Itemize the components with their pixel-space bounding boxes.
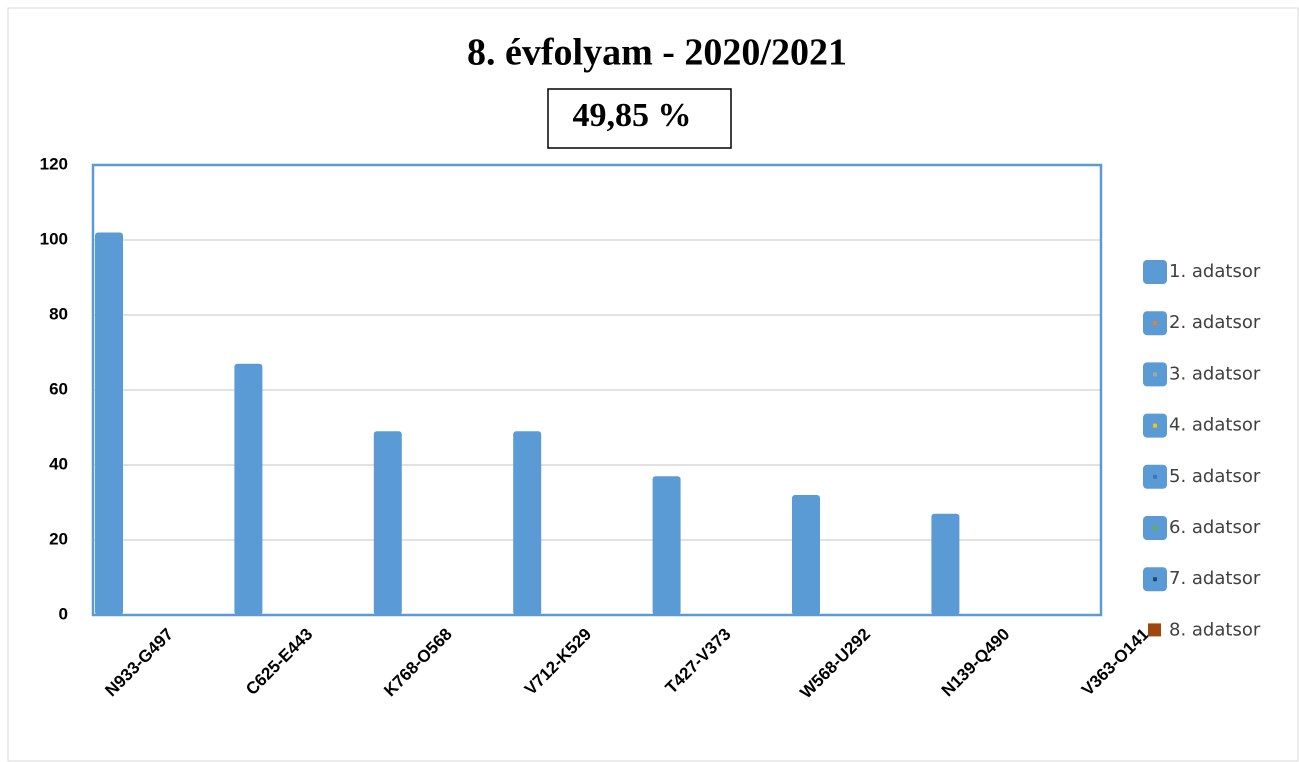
y-tick-label: 20 [49, 529, 68, 548]
legend-label: 1. adatsor [1169, 261, 1261, 282]
bar [234, 363, 263, 615]
y-tick-label: 60 [49, 379, 68, 398]
legend-marker [1153, 577, 1157, 582]
plot-border [91, 163, 1103, 617]
legend-marker [1153, 526, 1157, 530]
annotation-box [547, 88, 732, 149]
y-tick-label: 0 [59, 604, 68, 623]
y-tick-label: 40 [49, 454, 68, 473]
legend-marker [1153, 474, 1157, 479]
legend-label: 7. adatsor [1169, 568, 1261, 589]
legend-marker [1153, 423, 1157, 428]
legend-label: 6. adatsor [1169, 517, 1261, 538]
y-tick-label: 100 [40, 229, 68, 248]
bar [652, 476, 681, 615]
legend-marker [1153, 372, 1157, 377]
bar [792, 495, 820, 615]
legend-label: 8. adatsor [1169, 619, 1261, 640]
legend-label: 2. adatsor [1169, 312, 1261, 333]
chart-title: 8. évfolyam - 2020/2021 [467, 32, 847, 74]
legend-label: 4. adatsor [1169, 415, 1261, 436]
y-tick-label: 80 [49, 304, 68, 323]
bar [513, 431, 542, 615]
legend-label: 3. adatsor [1169, 363, 1261, 384]
legend-label: 5. adatsor [1169, 466, 1261, 487]
legend-swatch [1143, 260, 1167, 284]
annotation: 49,85 % [573, 97, 692, 134]
legend-swatch [1148, 623, 1161, 637]
bar [95, 232, 123, 615]
bar [931, 513, 960, 615]
legend-marker [1153, 321, 1157, 326]
y-tick-label: 120 [40, 154, 68, 173]
bar [373, 431, 402, 615]
